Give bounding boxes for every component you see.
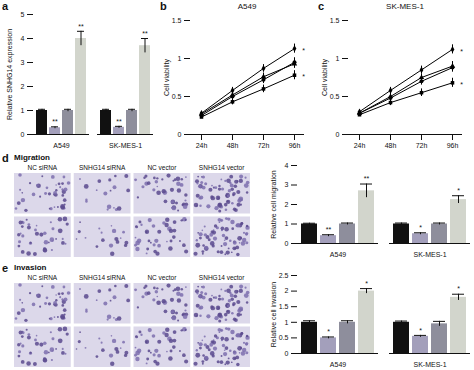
svg-text:**: ** [142,30,148,37]
svg-text:*: * [460,81,463,88]
svg-text:0: 0 [336,131,340,138]
svg-text:Relative cell migration: Relative cell migration [270,170,278,239]
svg-text:1: 1 [21,107,25,114]
html-text:SK-MES-1: SK-MES-1 [386,2,424,11]
svg-text:**: ** [78,23,84,30]
svg-text:SK-MES-1: SK-MES-1 [413,361,446,368]
svg-text:A549: A549 [53,142,69,149]
svg-text:*: * [457,285,460,292]
svg-text:SK-MES-1: SK-MES-1 [109,142,142,149]
svg-text:*: * [327,328,330,335]
svg-text:0.5: 0.5 [330,93,340,100]
svg-text:1: 1 [178,55,182,62]
html-text:NC vector: NC vector [147,274,177,281]
svg-text:1.5: 1.5 [330,17,340,24]
html-text:SNHG14 siRNA: SNHG14 siRNA [79,164,126,171]
svg-text:72h: 72h [416,142,428,149]
svg-text:2: 2 [285,201,289,208]
svg-text:1.5: 1.5 [279,303,289,310]
svg-text:5: 5 [21,11,25,18]
svg-text:24h: 24h [196,142,208,149]
svg-text:0: 0 [178,131,182,138]
svg-text:0: 0 [285,240,289,247]
svg-text:0: 0 [21,131,25,138]
svg-text:3: 3 [21,59,25,66]
svg-text:SK-MES-1: SK-MES-1 [413,251,446,258]
html-text:a: a [2,0,9,12]
svg-text:*: * [457,187,460,194]
html-text:SNHG14 vector: SNHG14 vector [198,164,245,171]
svg-text:4: 4 [21,35,25,42]
html-text:Migration: Migration [14,153,50,162]
svg-text:2: 2 [285,287,289,294]
svg-text:4: 4 [285,162,289,169]
svg-text:A549: A549 [330,251,346,258]
html-text:d: d [2,152,9,164]
svg-text:Cell viability: Cell viability [163,59,171,96]
svg-text:1: 1 [285,220,289,227]
svg-text:*: * [365,280,368,287]
svg-text:48h: 48h [385,142,397,149]
svg-text:*: * [302,47,305,54]
svg-text:0: 0 [285,350,289,357]
svg-text:**: ** [364,175,370,182]
svg-text:1: 1 [285,319,289,326]
svg-text:**: ** [116,118,122,125]
html-text:NC siRNA: NC siRNA [27,274,58,281]
svg-text:96h: 96h [447,142,459,149]
svg-text:**: ** [326,226,332,233]
svg-text:0.5: 0.5 [172,93,182,100]
html-text:e: e [2,262,9,274]
svg-text:2.5: 2.5 [279,272,289,279]
html-text:c: c [318,0,325,12]
html-text:A549: A549 [237,2,257,11]
svg-text:*: * [419,327,422,334]
svg-text:0.5: 0.5 [279,334,289,341]
svg-text:96h: 96h [289,142,301,149]
svg-text:48h: 48h [227,142,239,149]
svg-text:3: 3 [285,181,289,188]
svg-text:Relative cell invasion: Relative cell invasion [270,282,277,347]
html-text:SNHG14 vector: SNHG14 vector [198,274,245,281]
svg-text:*: * [419,224,422,231]
html-text:SNHG14 siRNA: SNHG14 siRNA [79,274,126,281]
html-text:Invasion: Invasion [14,263,47,272]
svg-text:**: ** [52,118,58,125]
svg-text:24h: 24h [354,142,366,149]
svg-text:1: 1 [336,55,340,62]
svg-text:*: * [302,73,305,80]
svg-text:*: * [460,48,463,55]
svg-text:Relative SNHG14 expression: Relative SNHG14 expression [6,29,14,120]
svg-text:1.5: 1.5 [172,17,182,24]
html-text:NC siRNA: NC siRNA [27,164,58,171]
svg-text:A549: A549 [330,361,346,368]
html-text:NC vector: NC vector [147,164,177,171]
svg-text:Cell viability: Cell viability [321,59,329,96]
html-text:b: b [160,0,167,12]
svg-text:72h: 72h [258,142,270,149]
svg-text:2: 2 [21,83,25,90]
